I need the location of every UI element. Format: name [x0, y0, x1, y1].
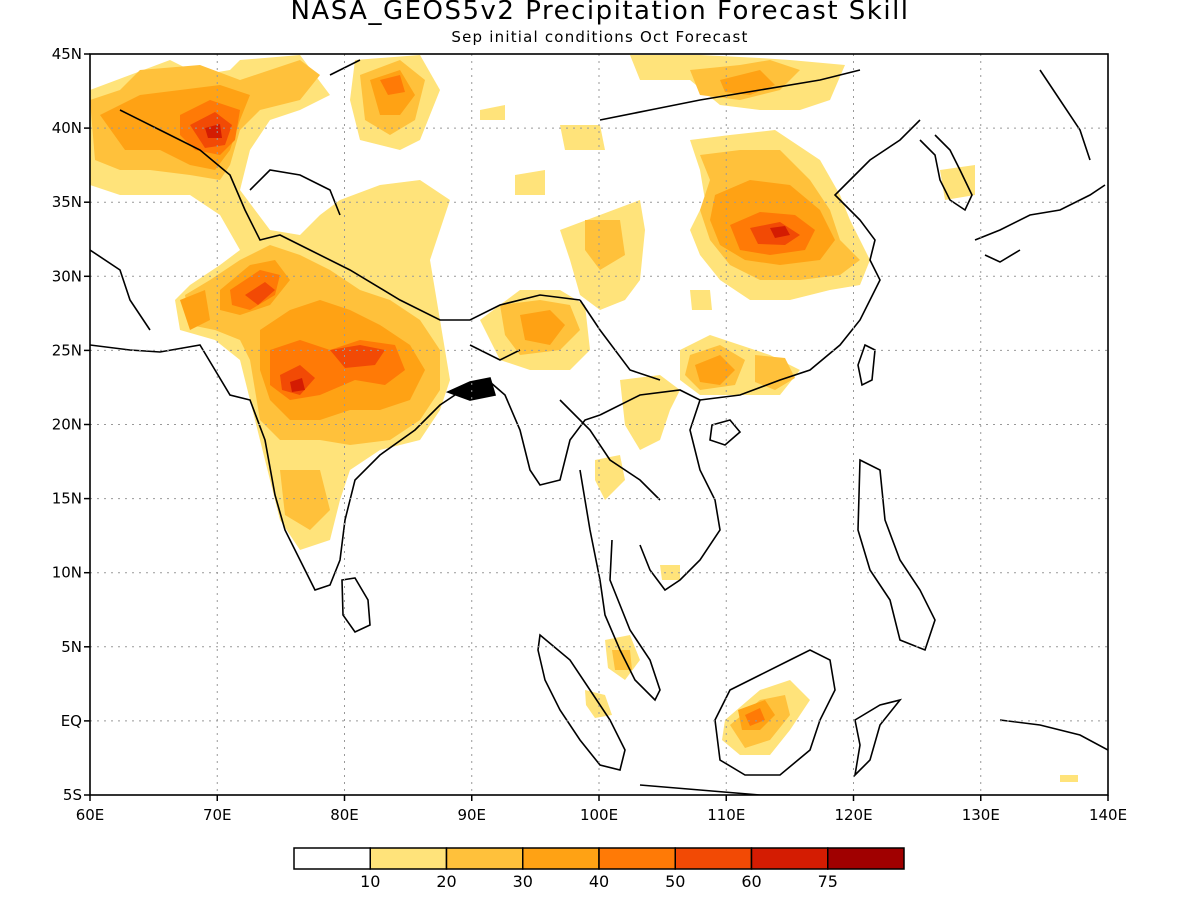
colorbar-label: 40 — [589, 872, 609, 891]
colorbar-swatch — [293, 847, 371, 870]
y-tick-label: 35N — [52, 193, 82, 211]
philippines — [857, 458, 936, 652]
y-tick-label: 40N — [52, 119, 82, 137]
colorbar-label: 20 — [436, 872, 456, 891]
map-title: NASA_GEOS5v2 Precipitation Forecast Skil… — [290, 0, 910, 26]
bangladesh-delta — [445, 377, 497, 401]
hainan — [709, 419, 742, 446]
y-tick-label: EQ — [61, 712, 82, 730]
borneo — [714, 649, 836, 776]
japan — [974, 69, 1106, 263]
x-tick-label: 60E — [76, 806, 105, 824]
y-tick-label: 15N — [52, 490, 82, 508]
skill-level-60-75 — [205, 124, 790, 392]
malay-peninsula — [579, 469, 661, 702]
colorbar-label: 30 — [513, 872, 533, 891]
x-tick-label: 130E — [962, 806, 1000, 824]
x-tick-label: 70E — [203, 806, 232, 824]
taiwan — [857, 343, 876, 387]
colorbar-label: 10 — [360, 872, 380, 891]
coastlines — [90, 59, 1108, 795]
china-coast — [699, 119, 921, 401]
y-tick-label: 10N — [52, 564, 82, 582]
colorbar-swatch — [445, 847, 524, 870]
x-tick-label: 120E — [834, 806, 872, 824]
y-axis-ticks: 45N 40N 35N 30N 25N 20N 15N 10N 5N EQ 5S — [52, 45, 90, 804]
java — [639, 784, 790, 795]
y-tick-label: 5S — [63, 786, 82, 804]
colorbar-swatch — [369, 847, 448, 870]
map-subtitle: Sep initial conditions Oct Forecast — [451, 28, 749, 46]
y-tick-label: 20N — [52, 416, 82, 434]
y-tick-label: 25N — [52, 341, 82, 359]
y-tick-label: 30N — [52, 267, 82, 285]
gridlines — [90, 54, 1108, 795]
x-tick-label: 140E — [1089, 806, 1127, 824]
colorbar-swatch — [522, 847, 600, 870]
bay-east-coast — [489, 381, 601, 486]
colorbar-label: 50 — [665, 872, 685, 891]
x-tick-label: 80E — [330, 806, 359, 824]
skill-level-10-20 — [90, 55, 1078, 782]
y-tick-label: 45N — [52, 45, 82, 63]
colorbar-swatch — [827, 847, 905, 870]
precip-skill-field — [90, 55, 1078, 782]
y-tick-label: 5N — [61, 638, 82, 656]
x-tick-label: 90E — [457, 806, 486, 824]
colorbar: 10 20 30 40 50 60 75 — [293, 847, 905, 891]
colorbar-label: 60 — [741, 872, 761, 891]
korea — [919, 134, 973, 212]
colorbar-swatch — [674, 847, 753, 870]
colorbar-label: 75 — [818, 872, 838, 891]
x-tick-label: 110E — [707, 806, 745, 824]
srilanka — [341, 577, 371, 634]
x-tick-label: 100E — [580, 806, 618, 824]
indochina-coast — [599, 389, 721, 592]
x-axis-ticks: 60E 70E 80E 90E 100E 110E 120E 130E 140E — [76, 795, 1127, 824]
colorbar-swatch — [750, 847, 829, 870]
sulawesi — [853, 698, 903, 778]
india-coastline — [90, 344, 491, 591]
sumatra — [537, 633, 626, 771]
colorbar-swatch — [598, 847, 676, 870]
new-guinea — [999, 719, 1108, 751]
